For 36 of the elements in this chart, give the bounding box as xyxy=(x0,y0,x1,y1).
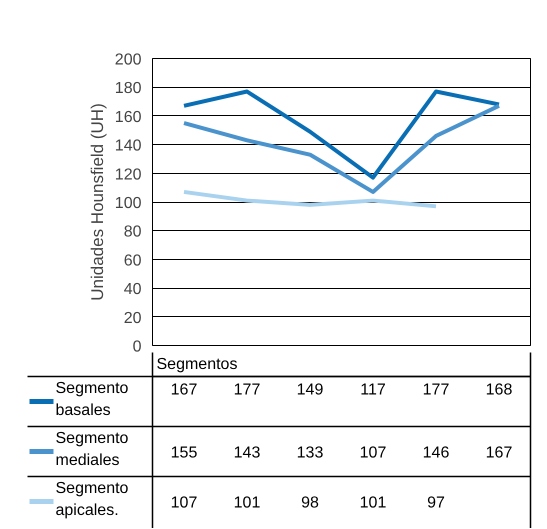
y-tick-label: 140 xyxy=(114,138,142,155)
data-label: 101 xyxy=(234,494,260,512)
data-label: 177 xyxy=(422,382,450,398)
legend-label: Segmento mediales xyxy=(56,430,129,469)
data-label: 177 xyxy=(234,382,260,398)
legend-label: Segmento apicales. xyxy=(56,480,129,519)
data-label: 143 xyxy=(234,444,260,462)
y-tick-label: 100 xyxy=(114,195,142,212)
y-axis-title: Unidades Hounsfield (UH) xyxy=(88,103,107,301)
line-series xyxy=(182,190,438,208)
y-tick-label: 60 xyxy=(124,252,142,270)
line-series xyxy=(182,104,501,194)
y-tick-label: 200 xyxy=(114,52,142,68)
data-label: 133 xyxy=(296,444,324,462)
line-series xyxy=(182,90,501,180)
y-tick-label: 160 xyxy=(114,108,142,126)
data-label: 167 xyxy=(486,444,512,462)
data-label: 107 xyxy=(360,444,386,462)
y-tick-label: 80 xyxy=(124,224,142,241)
data-label: 168 xyxy=(486,382,512,398)
data-label: 107 xyxy=(170,494,198,512)
y-tick-label: 0 xyxy=(132,338,142,356)
y-tick-label: 40 xyxy=(124,281,142,298)
data-label: 155 xyxy=(170,444,198,462)
legend-label: Segmento basales xyxy=(56,380,129,419)
data-label: 149 xyxy=(296,382,324,398)
data-label: 97 xyxy=(427,494,445,512)
data-label: 146 xyxy=(422,444,450,462)
data-label: 101 xyxy=(360,494,386,512)
y-tick-label: 20 xyxy=(124,310,142,327)
data-label: 117 xyxy=(360,382,386,398)
data-label: 98 xyxy=(301,494,319,512)
x-axis-title: Segmentos xyxy=(156,356,238,373)
y-tick-label: 120 xyxy=(114,166,142,184)
data-label: 167 xyxy=(170,382,198,398)
y-tick-label: 180 xyxy=(114,80,142,98)
